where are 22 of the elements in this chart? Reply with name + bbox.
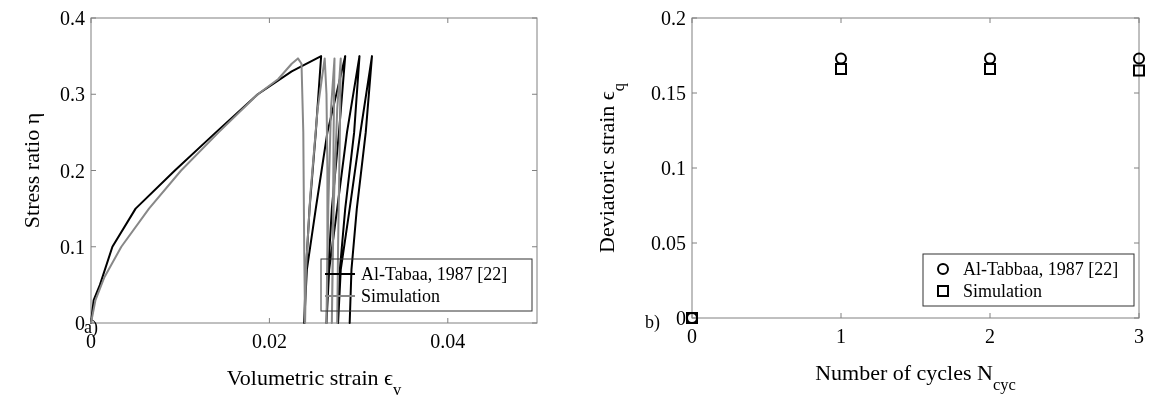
y-tick-label: 0.3 bbox=[60, 83, 85, 106]
x-axis-title: Number of cycles N$_{cyc}$ bbox=[815, 360, 1016, 394]
y-tick-label: 0 bbox=[676, 307, 686, 329]
y-axis-title: Stress ratio η bbox=[19, 112, 44, 229]
x-tick-label: 0.04 bbox=[430, 330, 466, 352]
x-tick-label: 3 bbox=[1134, 325, 1144, 347]
legend-label: Al-Tabbaa, 1987 [22] bbox=[963, 259, 1119, 280]
x-axis-title: Volumetric strain ϵ$_{v}$ bbox=[226, 365, 402, 399]
legend-label: Simulation bbox=[361, 286, 441, 307]
y-tick-label: 0.4 bbox=[60, 7, 85, 29]
y-tick-label: 0.2 bbox=[661, 7, 686, 29]
y-tick-label: 0.2 bbox=[60, 159, 85, 182]
y-tick-label: 0.1 bbox=[60, 235, 85, 258]
y-tick-label: 0.05 bbox=[651, 232, 686, 254]
y-tick-label: 0.1 bbox=[661, 157, 686, 179]
x-tick-label: 0.02 bbox=[251, 330, 287, 352]
legend-label: Al-Tabaa, 1987 [22] bbox=[361, 264, 508, 285]
x-tick-label: 1 bbox=[836, 325, 846, 347]
text: b) bbox=[645, 312, 660, 333]
y-tick-label: 0.15 bbox=[651, 82, 686, 104]
legend-label: Simulation bbox=[963, 281, 1043, 302]
x-tick-label: 2 bbox=[985, 325, 995, 347]
